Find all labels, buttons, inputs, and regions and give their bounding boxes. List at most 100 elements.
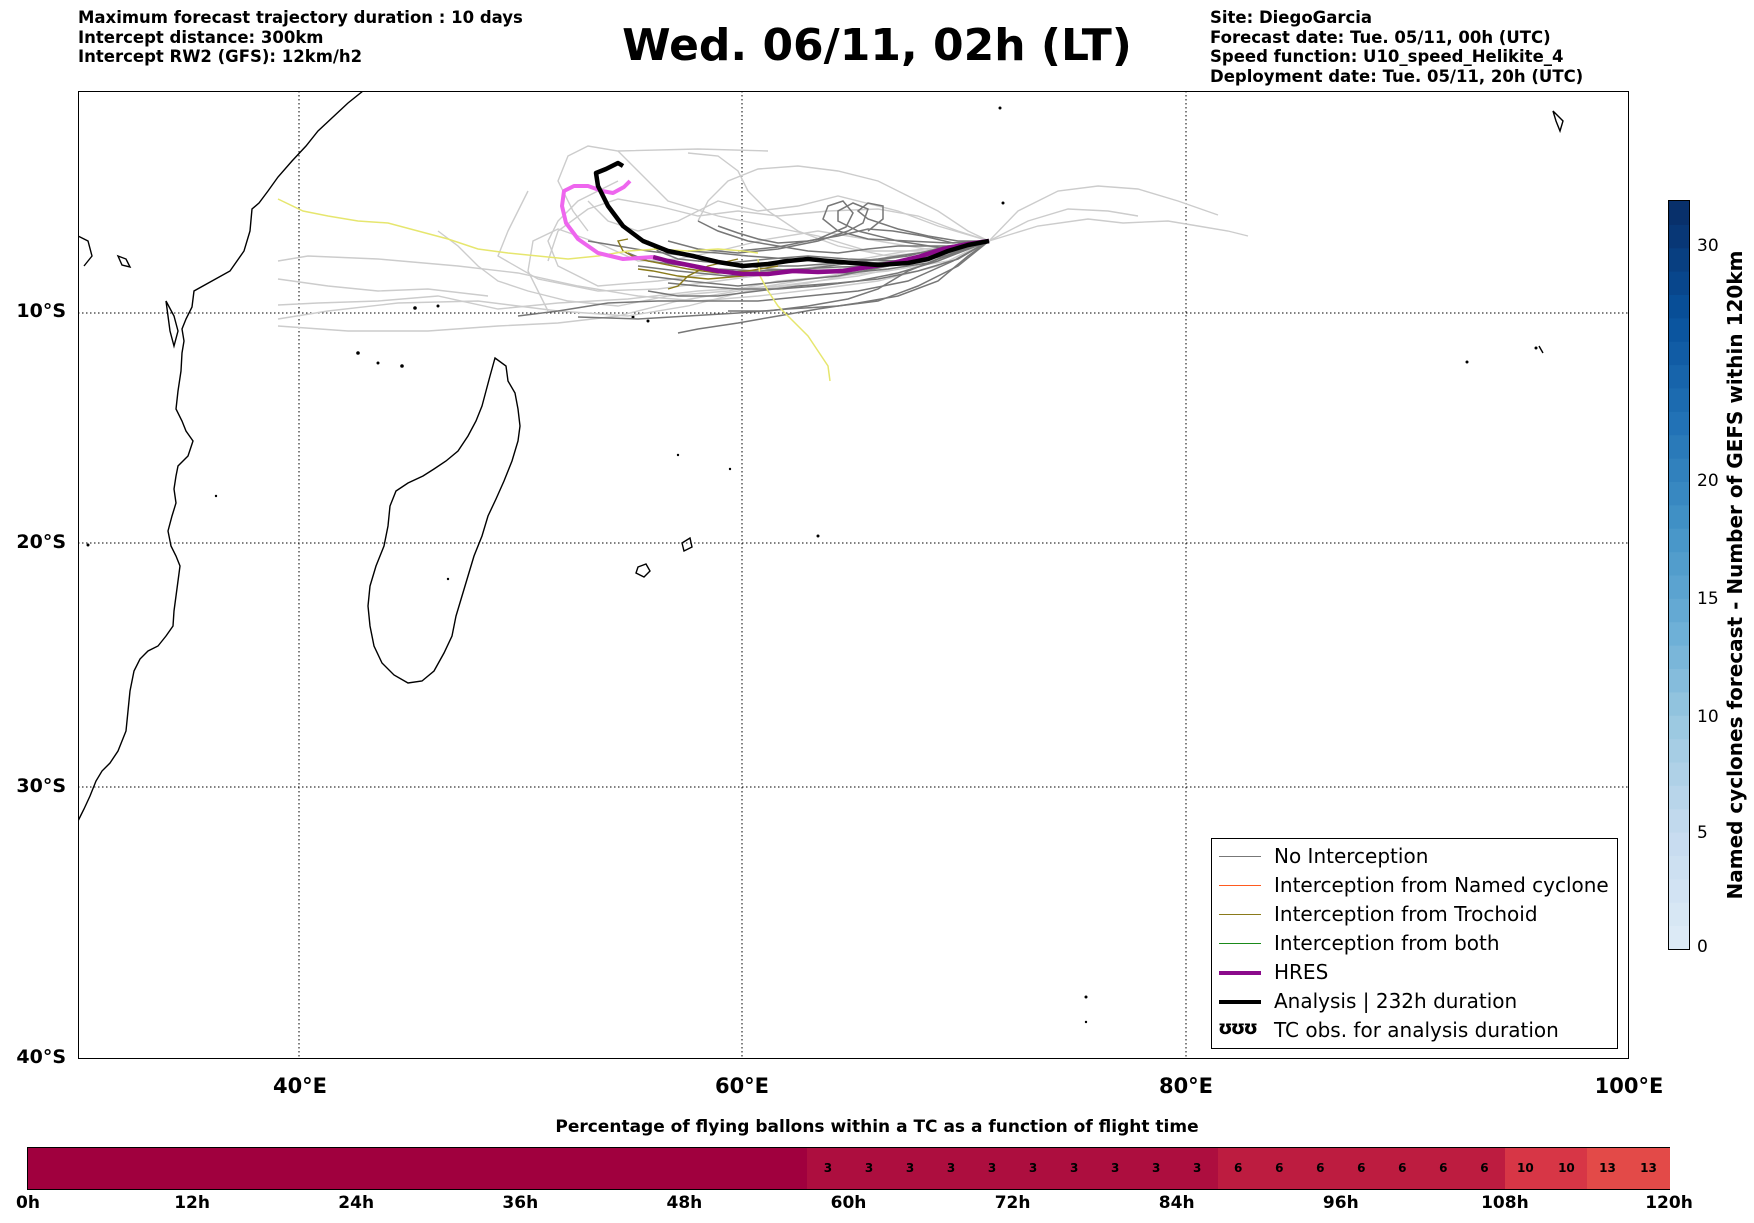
percentage-value: 10	[1558, 1161, 1575, 1175]
analysis-track	[593, 160, 990, 269]
colorbar-step	[1669, 317, 1689, 342]
percentage-tick-label: 96h	[1322, 1193, 1359, 1213]
percentage-value: 6	[1480, 1161, 1489, 1175]
percentage-tick-label: 72h	[994, 1193, 1031, 1213]
trajectories-yellow	[277, 198, 831, 382]
percentage-segment	[1258, 1148, 1301, 1189]
coastlines	[78, 91, 1564, 822]
percentage-segment	[356, 1148, 398, 1189]
percentage-tick-label: 108h	[1481, 1193, 1529, 1213]
percentage-segment	[315, 1148, 357, 1189]
map-frame	[78, 91, 1629, 1059]
legend-item-no-interception: No Interception	[1212, 844, 1617, 870]
east-islands-2	[1538, 345, 1544, 354]
hres-track	[652, 238, 990, 277]
percentage-value: 3	[1110, 1161, 1120, 1175]
colorbar-step	[1669, 762, 1689, 786]
legend-label: No Interception	[1274, 844, 1429, 868]
percentage-segment	[1627, 1148, 1670, 1189]
lake-2	[116, 254, 132, 269]
colorbar-label: Named cyclones forecast - Number of GEFS…	[1723, 250, 1747, 900]
colorbar-tick: 10	[1697, 707, 1719, 727]
colorbar-step	[1669, 364, 1689, 389]
colorbar-step	[1669, 715, 1689, 740]
madagascar	[367, 356, 521, 684]
percentage-value: 6	[1439, 1161, 1448, 1175]
colorbar-step	[1669, 341, 1689, 366]
percentage-value: 6	[1398, 1161, 1407, 1175]
colorbar-tick: 30	[1697, 236, 1719, 256]
percentage-segment	[971, 1148, 1014, 1189]
colorbar-step	[1669, 832, 1689, 856]
percentage-tick-label: 60h	[830, 1193, 867, 1213]
percentage-tick-label: 36h	[502, 1193, 539, 1213]
forecast-date-text: Forecast date: Tue. 05/11, 00h (UTC)	[1210, 27, 1551, 47]
percentage-segment	[848, 1148, 891, 1189]
percentage-value: 3	[823, 1161, 833, 1175]
percentage-value: 3	[864, 1161, 874, 1175]
percentage-value: 6	[1316, 1161, 1325, 1175]
colorbar-step	[1669, 738, 1689, 763]
percentage-value: 3	[946, 1161, 956, 1175]
percentage-segment	[725, 1148, 768, 1189]
percentage-segment	[110, 1148, 152, 1189]
lon-label-80e: 80°E	[1158, 1074, 1214, 1098]
lon-label-60e: 60°E	[714, 1074, 770, 1098]
legend-swatch	[1219, 971, 1261, 975]
colorbar-step	[1669, 621, 1689, 646]
duration-text: Maximum forecast trajectory duration : 1…	[78, 8, 523, 27]
percentage-tick-label: 120h	[1645, 1193, 1693, 1213]
percentage-segment	[28, 1148, 70, 1189]
legend-label: HRES	[1274, 960, 1329, 984]
percentage-segment	[520, 1148, 562, 1189]
percentage-tick-label: 24h	[338, 1193, 375, 1213]
colorbar-tick: 20	[1697, 471, 1719, 491]
colorbar-step	[1669, 598, 1689, 623]
percentage-value: 3	[1028, 1161, 1038, 1175]
header-left: Maximum forecast trajectory duration : 1…	[78, 8, 523, 67]
percentage-value: 3	[987, 1161, 997, 1175]
percentage-segment	[1053, 1148, 1096, 1189]
percentage-value: 6	[1357, 1161, 1366, 1175]
intercept-distance-text: Intercept distance: 300km	[78, 27, 324, 47]
percentage-value: 6	[1275, 1161, 1284, 1175]
percentage-value: 10	[1517, 1161, 1534, 1175]
colorbar-step	[1669, 458, 1689, 482]
percentage-segment	[274, 1148, 316, 1189]
percentage-value: 3	[1193, 1161, 1202, 1175]
percentage-segment	[1012, 1148, 1055, 1189]
percentage-value: 6	[1234, 1161, 1243, 1175]
colorbar-step	[1669, 902, 1689, 927]
percentage-value: 3	[905, 1161, 915, 1175]
percentage-segment	[1299, 1148, 1342, 1189]
colorbar-step	[1669, 271, 1689, 295]
percentage-segment	[1176, 1148, 1219, 1189]
legend-item-trochoid: Interception from Trochoid	[1212, 902, 1617, 928]
colorbar-step	[1669, 388, 1689, 412]
colorbar-step	[1669, 504, 1689, 529]
africa-east-coast	[78, 91, 364, 822]
percentage-value: 3	[1069, 1161, 1079, 1175]
colorbar-step	[1669, 294, 1689, 319]
legend-label: TC obs. for analysis duration	[1274, 1018, 1559, 1042]
header-right: Site: DiegoGarcia Forecast date: Tue. 05…	[1210, 8, 1583, 86]
lat-label-40s: 40°S	[16, 1046, 66, 1068]
percentage-tick-label: 48h	[666, 1193, 703, 1213]
percentage-segment	[192, 1148, 234, 1189]
legend-swatch	[1219, 943, 1261, 944]
percentage-tick-label: 12h	[174, 1193, 210, 1213]
colorbar-step	[1669, 878, 1689, 903]
percentage-segment	[479, 1148, 521, 1189]
hres-pink-track	[560, 179, 654, 261]
colorbar-step	[1669, 481, 1689, 506]
reunion-mauritius	[681, 536, 693, 553]
colorbar-step	[1669, 551, 1689, 576]
intercept-rw2-text: Intercept RW2 (GFS): 12km/h2	[78, 47, 363, 66]
percentage-segment	[1094, 1148, 1137, 1189]
legend-item-both: Interception from both	[1212, 931, 1617, 957]
legend: No Interception Interception from Named …	[1211, 838, 1618, 1049]
percentage-segment	[602, 1148, 644, 1189]
deployment-date-text: Deployment date: Tue. 05/11, 20h (UTC)	[1210, 66, 1584, 86]
percentage-segment	[807, 1148, 850, 1189]
lon-label-100e: 100°E	[1594, 1074, 1664, 1098]
